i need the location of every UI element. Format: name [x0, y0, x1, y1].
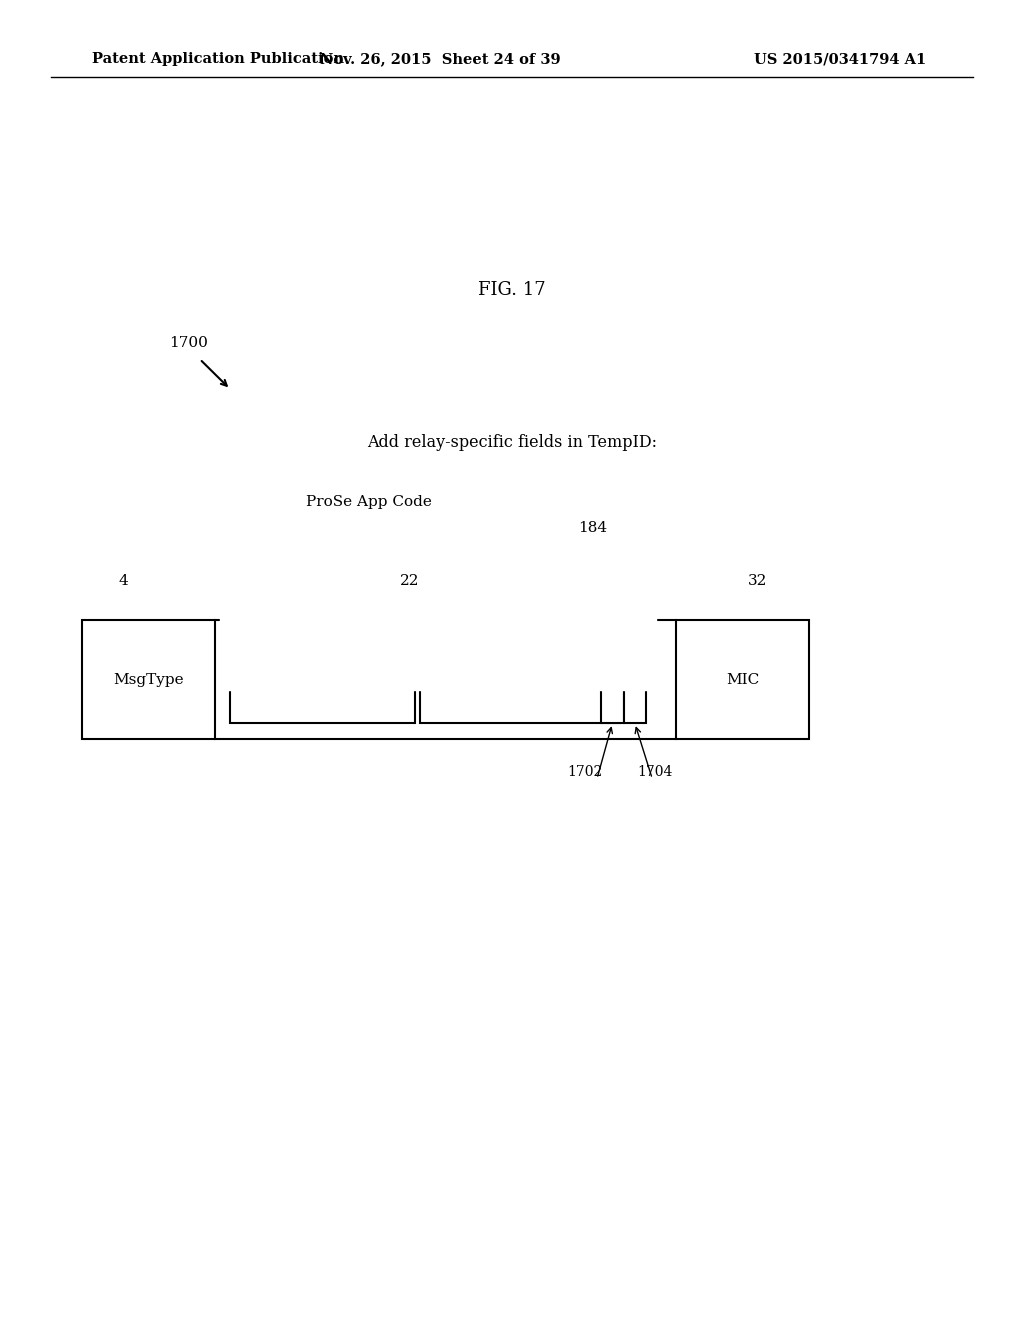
Text: ProSe App Code: ProSe App Code [306, 495, 431, 510]
Text: 4: 4 [118, 574, 128, 587]
FancyBboxPatch shape [420, 636, 620, 723]
Text: Patent Application Publication: Patent Application Publication [92, 53, 344, 66]
FancyBboxPatch shape [624, 636, 646, 723]
Text: PLMN ID: PLMN ID [287, 673, 358, 686]
Text: FIG. 17: FIG. 17 [478, 281, 546, 300]
Text: US 2015/0341794 A1: US 2015/0341794 A1 [754, 53, 926, 66]
Text: Temp ID: Temp ID [465, 673, 529, 686]
Text: 1700: 1700 [169, 337, 208, 350]
Text: Add relay-specific fields in TempID:: Add relay-specific fields in TempID: [367, 434, 657, 450]
FancyBboxPatch shape [601, 636, 624, 723]
Text: 1702: 1702 [567, 764, 602, 779]
Text: MsgType: MsgType [114, 673, 183, 686]
Text: 22: 22 [399, 574, 420, 587]
Text: 184: 184 [579, 521, 607, 535]
Text: 1704: 1704 [637, 764, 673, 779]
Text: 32: 32 [749, 574, 767, 587]
FancyBboxPatch shape [230, 636, 415, 723]
Text: MIC: MIC [726, 673, 759, 686]
FancyBboxPatch shape [82, 620, 809, 739]
Text: Nov. 26, 2015  Sheet 24 of 39: Nov. 26, 2015 Sheet 24 of 39 [321, 53, 560, 66]
